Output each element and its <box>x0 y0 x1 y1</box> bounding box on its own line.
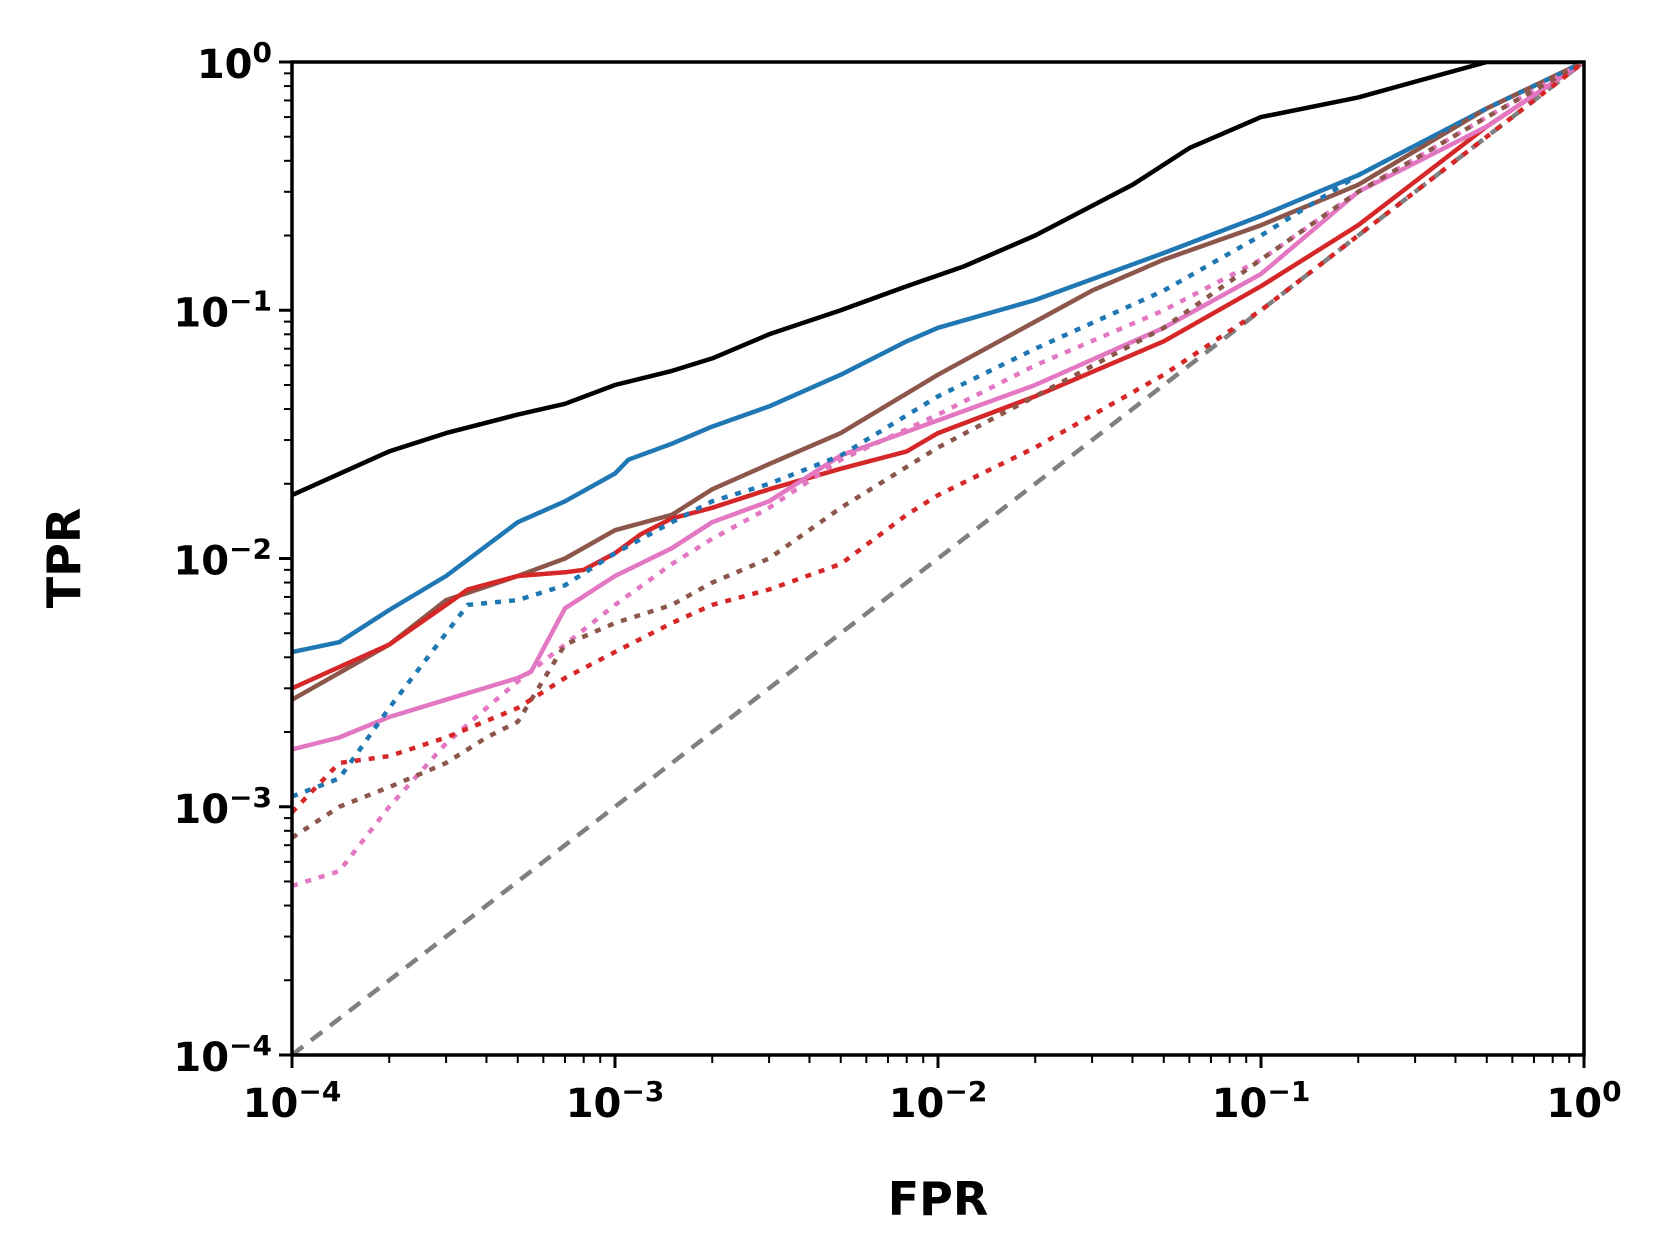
series-layer <box>292 62 1584 1055</box>
y-axis-label: TPR <box>37 508 91 609</box>
plot-frame <box>290 60 1586 1057</box>
x-tick-label: 10−2 <box>889 1075 988 1127</box>
series-line-red-dotted <box>292 62 1584 814</box>
y-tick-label: 10−4 <box>173 1029 272 1081</box>
x-tick-label: 10−1 <box>1212 1075 1311 1127</box>
series-line-pink-solid <box>292 62 1584 752</box>
series-line-black-solid <box>292 62 1584 498</box>
y-tick-label: 10−2 <box>173 533 272 585</box>
series-line-blue-solid <box>292 62 1584 655</box>
x-axis-label: FPR <box>888 1172 989 1226</box>
x-tick-label: 10−4 <box>243 1075 342 1127</box>
series-line-brown-dotted <box>292 62 1584 840</box>
tick-layer: 10−4 10−3 10−2 10−1 100 10−4 10−3 10−2 10−1 100 <box>173 36 1621 1127</box>
y-tick-label: 100 <box>197 36 272 88</box>
series-line-blue-dotted <box>292 62 1584 799</box>
x-tick-label: 10−3 <box>566 1075 665 1127</box>
series-line-chance <box>292 62 1584 1055</box>
y-tick-label: 10−3 <box>173 781 272 833</box>
y-tick-label: 10−1 <box>173 284 272 336</box>
x-tick-label: 100 <box>1546 1075 1621 1127</box>
series-line-red-solid <box>292 62 1584 691</box>
